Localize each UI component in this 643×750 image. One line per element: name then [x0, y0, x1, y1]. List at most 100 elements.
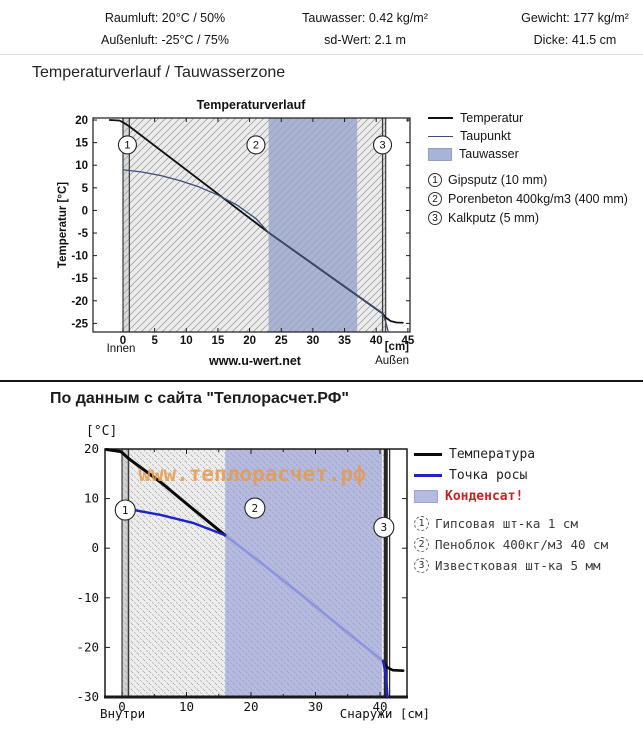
layer-item-izvestkovaya: 3 Известковая шт-ка 5 мм — [414, 555, 642, 576]
raumluft-value: Raumluft: 20°C / 50% — [104, 11, 226, 25]
layer-item-penoblok: 2 Пеноблок 400кг/м3 40 см — [414, 534, 642, 555]
layer-item-gipsovaya: 1 Гипсовая шт-ка 1 см — [414, 513, 642, 534]
legend-item-tochka-rosy: Точка росы — [414, 465, 642, 486]
section-divider — [0, 380, 643, 382]
svg-text:5: 5 — [82, 183, 89, 195]
chart2-layer-list: 1 Гипсовая шт-ка 1 см 2 Пеноблок 400кг/м… — [414, 513, 642, 576]
svg-text:0: 0 — [120, 335, 126, 347]
layer-3-label: Kalkputz (5 mm) — [448, 210, 539, 225]
legend-item-kondensat: Конденсат! — [414, 486, 642, 507]
svg-text:-10: -10 — [76, 590, 99, 605]
temperatur-label: Temperatur — [460, 111, 524, 125]
svg-text:25: 25 — [275, 335, 288, 347]
header-separator — [0, 54, 643, 55]
svg-text:www.u-wert.net: www.u-wert.net — [208, 354, 302, 368]
gewicht-value: Gewicht: 177 kg/m² — [521, 11, 629, 25]
svg-text:10: 10 — [180, 335, 193, 347]
svg-text:1: 1 — [124, 140, 130, 152]
kondensat-label: Конденсат! — [445, 489, 524, 504]
svg-text:2: 2 — [253, 140, 259, 152]
taupunkt-label: Taupunkt — [460, 129, 511, 143]
legend-item-taupunkt: Taupunkt — [428, 127, 640, 145]
section2-heading: По данным с сайта "Теплорасчет.РФ" — [50, 390, 349, 407]
temperatura-line-sample — [414, 453, 442, 456]
svg-text:20: 20 — [243, 335, 256, 347]
svg-text:Innen: Innen — [107, 343, 136, 355]
svg-text:45: 45 — [401, 335, 414, 347]
svg-text:-20: -20 — [71, 296, 88, 308]
svg-text:0: 0 — [91, 540, 99, 555]
svg-text:Внутри: Внутри — [100, 706, 145, 721]
dewpoint-label: Точка росы — [449, 468, 528, 483]
legend-item-tauwasser: Tauwasser — [428, 145, 640, 163]
layer-3-badge: 3 — [414, 558, 429, 573]
legend-item-temperatura: Температура — [414, 444, 642, 465]
svg-text:10: 10 — [84, 491, 99, 506]
svg-text:0: 0 — [82, 205, 88, 217]
svg-text:40: 40 — [372, 699, 387, 714]
aussenluft-value: Außenluft: -25°C / 75% — [101, 33, 229, 47]
dicke-value: Dicke: 41.5 cm — [533, 33, 617, 47]
layer-1-label: Гипсовая шт-ка 1 см — [435, 516, 578, 531]
svg-text:3: 3 — [381, 521, 388, 534]
tauwasser-label: Tauwasser — [459, 147, 519, 161]
layer-2-badge: 2 — [414, 537, 429, 552]
svg-text:5: 5 — [151, 335, 158, 347]
svg-text:-20: -20 — [76, 639, 99, 654]
taupunkt-line-sample — [428, 135, 453, 137]
svg-text:-10: -10 — [71, 251, 88, 263]
header-col-raumluft: Raumluft: 20°C / 50% Außenluft: -25°C / … — [60, 7, 270, 51]
layer-item-gipsputz: 1 Gipsputz (10 mm) — [428, 170, 640, 189]
layer-1-badge: 1 — [414, 516, 429, 531]
svg-text:30: 30 — [308, 699, 323, 714]
sd-wert-value: sd-Wert: 2.1 m — [324, 33, 406, 47]
layer-3-badge: 3 — [428, 210, 442, 225]
temperatur-line-sample — [428, 117, 453, 119]
chart1-legend: Temperatur Taupunkt Tauwasser 1 Gipsputz… — [428, 109, 640, 227]
svg-text:-5: -5 — [78, 228, 89, 240]
layer-1-badge: 1 — [428, 172, 442, 187]
tauwasser-value: Tauwasser: 0.42 kg/m² — [302, 11, 428, 25]
chart2-legend: Температура Точка росы Конденсат! 1 Гипс… — [414, 444, 642, 576]
header-col-tauwasser: Tauwasser: 0.42 kg/m² sd-Wert: 2.1 m — [275, 7, 455, 51]
svg-text:-30: -30 — [76, 689, 99, 704]
svg-text:20: 20 — [243, 699, 258, 714]
svg-text:-15: -15 — [71, 273, 88, 285]
svg-text:10: 10 — [179, 699, 194, 714]
tauwasser-swatch — [428, 147, 452, 161]
layer-3-label: Известковая шт-ка 5 мм — [435, 558, 601, 573]
layer-2-badge: 2 — [428, 191, 442, 206]
svg-text:Снаружи [см]: Снаружи [см] — [340, 706, 430, 721]
svg-text:-25: -25 — [71, 318, 88, 330]
svg-text:[°C]: [°C] — [86, 424, 117, 439]
svg-text:15: 15 — [75, 138, 88, 150]
layer-2-label: Porenbeton 400kg/m3 (400 mm) — [448, 191, 628, 206]
svg-text:30: 30 — [307, 335, 320, 347]
layer-1-label: Gipsputz (10 mm) — [448, 172, 548, 187]
svg-text:3: 3 — [379, 140, 385, 152]
teploraschet-chart: 0 10 20 30 40 20 10 0 -10 -20 -30 1 2 3 [°C] www.теплор… — [76, 424, 430, 721]
layer-2-label: Пеноблок 400кг/м3 40 см — [435, 537, 609, 552]
svg-text:0: 0 — [118, 699, 126, 714]
svg-text:20: 20 — [75, 115, 88, 127]
svg-text:20: 20 — [84, 441, 99, 456]
svg-text:2: 2 — [252, 502, 259, 515]
svg-text:1: 1 — [122, 504, 129, 517]
svg-text:Temperatur [°C]: Temperatur [°C] — [57, 182, 69, 268]
dewpoint-line-sample — [414, 474, 442, 477]
svg-text:Temperaturverlauf: Temperaturverlauf — [197, 98, 307, 112]
header-col-gewicht: Gewicht: 177 kg/m² Dicke: 41.5 cm — [500, 7, 643, 51]
svg-text:15: 15 — [212, 335, 225, 347]
chart1-layer-list: 1 Gipsputz (10 mm) 2 Porenbeton 400kg/m3… — [428, 170, 640, 227]
temperatura-label: Температура — [449, 447, 536, 462]
temperaturverlauf-chart: 0 5 10 15 20 25 30 35 40 45 20 15 10 5 0 -5 -10 -15 -20 -25… — [57, 98, 415, 368]
svg-text:[cm]: [cm] — [385, 341, 409, 353]
section1-heading: Temperaturverlauf / Tauwasserzone — [32, 64, 286, 81]
svg-text:35: 35 — [338, 335, 351, 347]
kondensat-swatch — [414, 490, 438, 503]
svg-text:www.теплорасчет.рф: www.теплорасчет.рф — [138, 462, 366, 486]
layer-item-porenbeton: 2 Porenbeton 400kg/m3 (400 mm) — [428, 189, 640, 208]
layer-item-kalkputz: 3 Kalkputz (5 mm) — [428, 208, 640, 227]
svg-text:40: 40 — [370, 335, 383, 347]
